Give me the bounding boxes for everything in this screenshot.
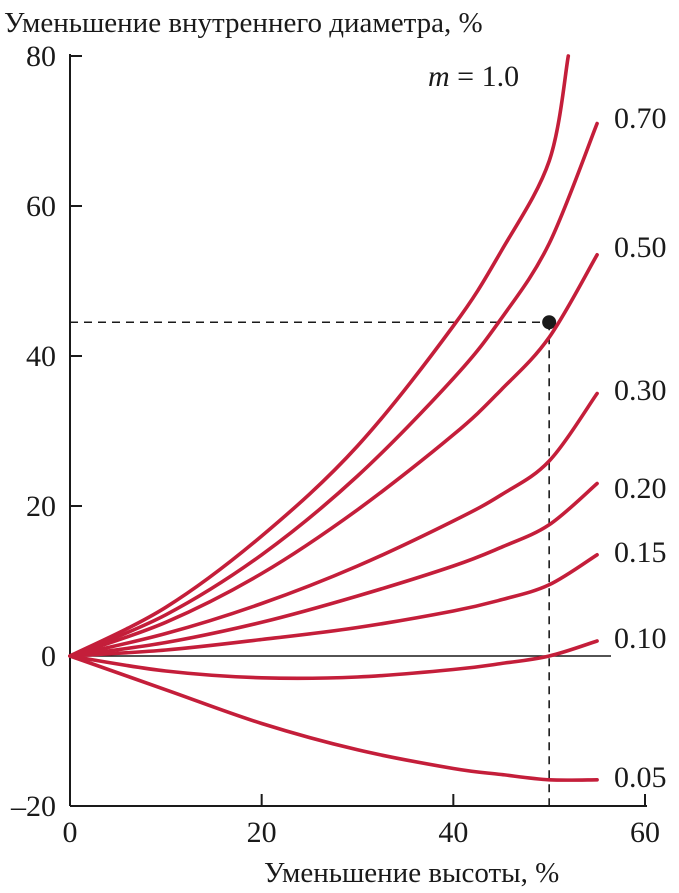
series-label: 0.70 bbox=[614, 102, 667, 135]
series-line bbox=[68, 253, 599, 658]
y-tick-label: 0 bbox=[41, 640, 56, 673]
series-line bbox=[68, 553, 599, 658]
series-line bbox=[68, 639, 599, 681]
series-line bbox=[68, 654, 599, 782]
series-label: 0.20 bbox=[614, 472, 667, 505]
curves bbox=[68, 54, 599, 782]
y-tick-label: –20 bbox=[10, 790, 56, 823]
param-symbol: m bbox=[428, 60, 450, 93]
series-label: 0.15 bbox=[614, 536, 667, 569]
x-axis-title: Уменьшение высоты, % bbox=[264, 857, 559, 889]
marker-point bbox=[542, 315, 557, 330]
labels: m = 1.0 0.70 0.50 0.30 0.20 0.15 0.10 0.05 bbox=[428, 60, 667, 794]
y-tick-label: 60 bbox=[26, 190, 56, 223]
series-label: m = 1.0 bbox=[428, 60, 519, 93]
x-tick-label: 0 bbox=[63, 816, 78, 849]
series-label: 0.10 bbox=[614, 622, 667, 655]
guide-lines bbox=[70, 315, 557, 806]
x-tick-label: 40 bbox=[438, 816, 468, 849]
x-tick-label: 60 bbox=[630, 816, 660, 849]
y-tick-label: 20 bbox=[26, 490, 56, 523]
y-axis-title: Уменьшение внутреннего диаметра, % bbox=[4, 7, 483, 39]
series-line bbox=[68, 54, 571, 658]
y-tick-label: 80 bbox=[26, 40, 56, 73]
series-label: 0.30 bbox=[614, 374, 667, 407]
series-label: 0.05 bbox=[614, 761, 667, 794]
series-value: = 1.0 bbox=[450, 60, 519, 93]
series-line bbox=[68, 121, 599, 658]
series-line bbox=[68, 391, 599, 658]
x-tick-label: 20 bbox=[247, 816, 277, 849]
series-label: 0.50 bbox=[614, 231, 667, 264]
y-tick-label: 40 bbox=[26, 340, 56, 373]
series-line bbox=[68, 481, 599, 658]
